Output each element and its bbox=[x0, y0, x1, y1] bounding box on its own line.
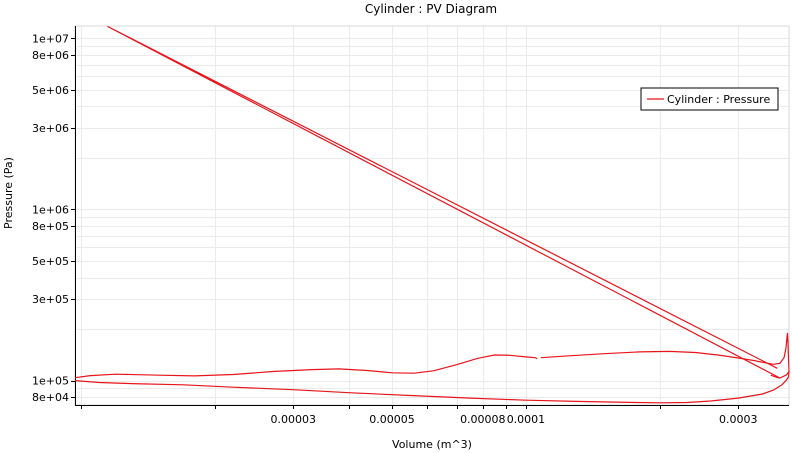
x-axis-label: Volume (m^3) bbox=[392, 438, 472, 451]
y-tick-label: 8e+06 bbox=[32, 49, 69, 62]
y-tick-label: 5e+06 bbox=[32, 84, 69, 97]
y-tick-label: 3e+06 bbox=[32, 122, 69, 135]
x-tick-label: 0.00005 bbox=[369, 413, 415, 426]
series-layer bbox=[74, 26, 790, 404]
plot-area-frame bbox=[74, 25, 790, 406]
x-tick-label: 0.0003 bbox=[719, 413, 758, 426]
series-line-segment bbox=[74, 332, 790, 404]
legend[interactable]: Cylinder : Pressure bbox=[640, 87, 779, 111]
y-tick-label: 5e+05 bbox=[32, 255, 69, 268]
series-line-segment bbox=[74, 354, 538, 379]
series-line-segment bbox=[107, 26, 781, 379]
x-axis-ticks: 0.00003 0.00005 0.00008 0.0001 0.0003 bbox=[81, 405, 758, 426]
y-axis-label: Pressure (Pa) bbox=[2, 157, 15, 229]
legend-entry-label: Cylinder : Pressure bbox=[667, 93, 770, 106]
x-tick-label: 0.0001 bbox=[507, 413, 546, 426]
chart-title: Cylinder : PV Diagram bbox=[365, 2, 497, 16]
x-tick-label: 0.00003 bbox=[270, 413, 316, 426]
y-axis-ticks: 1e+07 8e+06 5e+06 3e+06 1e+06 8e+05 5e+05 3e+05… bbox=[32, 32, 75, 404]
y-tick-label: 1e+05 bbox=[32, 375, 69, 388]
y-tick-label: 1e+07 bbox=[32, 32, 69, 45]
y-tick-label: 8e+05 bbox=[32, 220, 69, 233]
y-tick-label: 8e+04 bbox=[32, 391, 69, 404]
legend-box bbox=[640, 87, 779, 111]
y-tick-label: 3e+05 bbox=[32, 293, 69, 306]
x-tick-label: 0.00008 bbox=[460, 413, 506, 426]
gridlines bbox=[75, 26, 789, 405]
y-tick-label: 1e+06 bbox=[32, 203, 69, 216]
